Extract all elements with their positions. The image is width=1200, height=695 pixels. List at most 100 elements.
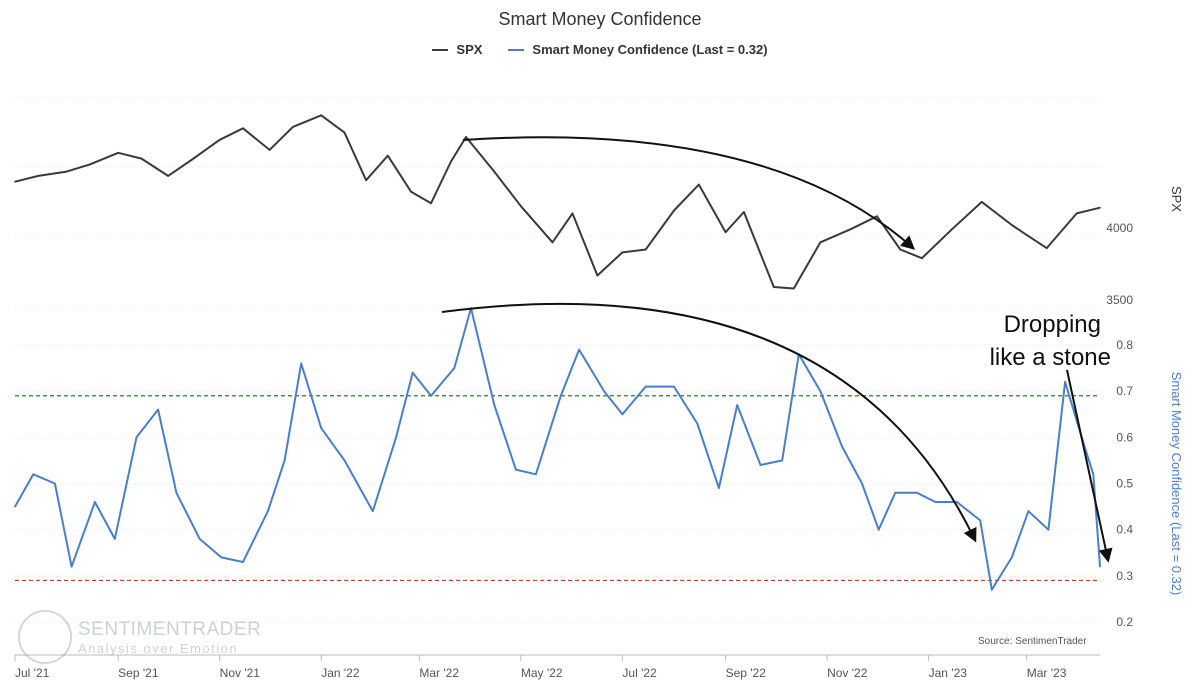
spx-axis-title: SPX [1169,186,1184,212]
smart-money-point [781,459,783,462]
x-tick-label: Jul '22 [622,666,657,680]
spx-point [320,114,322,117]
x-tick-label: Nov '22 [827,666,868,680]
smart-money-point [242,561,244,563]
x-tick-label: Jan '23 [929,666,968,680]
spx-point [1099,206,1101,209]
spx-point [386,154,389,157]
spx-point [268,149,271,151]
smart-money-point [861,482,863,485]
smart-money-point [673,385,675,388]
spx-point [520,205,522,208]
smart-money-point [877,528,880,531]
spx-point [793,287,795,290]
spx-line [14,114,1101,290]
spx-point [292,126,294,128]
x-tick-label: Mar '23 [1027,666,1067,680]
spx-point [698,183,700,186]
spx-point [1011,224,1013,226]
smc-tick-label: 0.2 [1116,615,1133,629]
smart-money-point [430,394,432,397]
spx-point [1045,247,1048,249]
smart-money-point [395,436,397,439]
x-tick-label: Jan '22 [321,666,360,680]
smart-money-point [718,487,720,489]
smart-money-point [1011,556,1013,559]
smart-money-point [916,491,918,494]
smart-money-axis-title: Smart Money Confidence (Last = 0.32) [1169,372,1184,596]
spx-point [65,170,68,173]
annotation-line-2: like a stone [990,344,1111,371]
legend-item-spx[interactable]: SPX [432,42,482,57]
spx-point [981,201,983,203]
spx-point [743,211,745,213]
smart-money-point [696,422,699,425]
spx-point [365,179,367,182]
x-tick-label: Sep '21 [118,666,159,680]
smart-money-point [493,404,496,406]
spx-point [849,228,852,231]
smart-money-point [956,501,958,503]
spx-point [89,163,91,166]
smart-money-point [1099,565,1101,568]
spx-point [242,127,244,130]
spx-point [343,131,346,134]
spx-point [140,157,143,160]
smart-money-point [32,473,35,476]
spx-point [167,175,169,177]
smart-money-point [453,367,456,369]
smart-money-point [114,538,116,540]
smart-money-point [70,565,73,568]
smc-tick-label: 0.3 [1116,569,1133,583]
smart-money-point [54,482,56,485]
spx-point [773,286,775,288]
legend-label-smart-money: Smart Money Confidence (Last = 0.32) [532,42,768,57]
x-tick-label: Mar '22 [419,666,459,680]
spx-point [493,170,496,173]
smc-tick-label: 0.6 [1116,430,1133,444]
spx-point [644,248,647,251]
logo-mark-icon [18,610,72,664]
smart-money-point [14,505,16,508]
spx-point [621,251,624,254]
smart-money-point [343,459,346,462]
spx-tick-label: 4000 [1106,221,1133,235]
x-tick-label: Jul '21 [15,666,50,680]
spx-point [14,180,16,183]
legend: SPX Smart Money Confidence (Last = 0.32) [0,42,1200,57]
spx-tick-label: 3500 [1106,293,1133,307]
logo-tagline: Analysis over Emotion [78,640,239,656]
smart-money-point [320,427,322,429]
legend-item-smart-money[interactable]: Smart Money Confidence (Last = 0.32) [508,42,768,57]
sentimentrader-logo: SENTIMENTRADER Analysis over Emotion [18,610,261,664]
spx-point [117,152,119,154]
legend-swatch-spx [432,48,449,51]
smart-money-point [979,519,981,522]
logo-text: SENTIMENTRADER Analysis over Emotion [78,619,261,656]
smart-money-point [1064,381,1066,383]
spx-point [819,241,822,244]
smart-money-point [220,556,223,559]
smc-tick-label: 0.8 [1116,338,1133,352]
smart-money-point [736,404,739,406]
spx-point [218,139,221,141]
smart-money-point [283,459,286,462]
smart-money-point [1047,528,1050,531]
smart-money-point [934,501,937,503]
smart-money-point [759,464,762,466]
smart-money-line [14,307,1101,591]
smart-money-point [135,436,138,439]
smart-money-point [644,385,647,388]
spx-point [724,231,727,233]
smart-money-point [94,501,96,503]
spx-point [410,190,412,193]
smart-money-point [621,413,624,416]
smart-money-point [603,390,605,392]
smart-money-point [535,473,537,476]
dropping-arrow [1066,369,1113,563]
annotation-line-1: Dropping [1004,311,1101,338]
smart-money-point [1027,510,1030,512]
chart-title: Smart Money Confidence [498,9,702,29]
smart-money-point [157,408,159,411]
